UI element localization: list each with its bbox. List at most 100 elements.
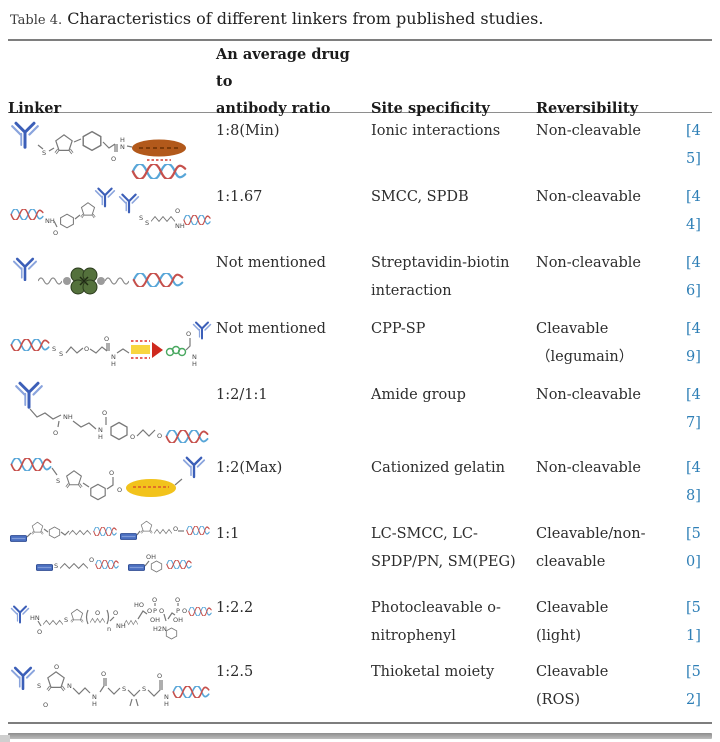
cationized-gelatin-linker-diagram: S O O	[10, 456, 206, 501]
scrollbar-corner	[0, 735, 10, 742]
column-header-linker: Linker	[8, 100, 62, 117]
dar-value: 1:1	[216, 526, 240, 542]
dar-value: Not mentioned	[216, 255, 326, 271]
svg-text:HN: HN	[30, 614, 40, 622]
dar-value: Not mentioned	[216, 321, 326, 337]
svg-text:NH: NH	[175, 222, 185, 230]
svg-text:O: O	[159, 607, 164, 615]
svg-text:S: S	[42, 149, 46, 157]
svg-text:N: N	[192, 353, 197, 361]
protein-ellipse	[132, 139, 186, 157]
linker-structure-row7: O S O OH	[8, 516, 216, 590]
reference-link[interactable]: [4 7]	[686, 387, 701, 431]
amide-group-linker-diagram: NH O NH O O O	[14, 381, 209, 443]
svg-text:N: N	[92, 693, 97, 701]
column-header-reversibility: Reversibility	[536, 100, 639, 117]
svg-text:N: N	[111, 353, 116, 361]
svg-text:H: H	[120, 136, 125, 144]
svg-text:S: S	[139, 214, 143, 222]
reversibility-value: Non-cleavable	[536, 387, 641, 403]
reference-link[interactable]: [5 2]	[686, 664, 701, 708]
svg-text:N: N	[67, 682, 72, 690]
svg-text:N: N	[98, 426, 103, 434]
svg-text:OH: OH	[146, 553, 156, 561]
svg-text:O: O	[175, 596, 180, 604]
svg-text:O: O	[109, 469, 114, 477]
reference-link[interactable]: [4 9]	[686, 321, 701, 365]
table-number: Table 4.	[10, 13, 63, 28]
reference-link[interactable]: [4 5]	[686, 123, 701, 167]
svg-text:H: H	[164, 700, 169, 708]
reference-link[interactable]: [4 8]	[686, 460, 701, 504]
arrowhead	[152, 342, 163, 358]
dar-value: 1:2(Max)	[216, 460, 283, 476]
site-specificity-value: SMCC, SPDB	[371, 189, 469, 205]
table-header-row: Linker An average drug to antibody ratio…	[8, 41, 712, 117]
svg-text:O: O	[157, 672, 162, 680]
horizontal-scrollbar[interactable]	[8, 733, 712, 739]
svg-text:O: O	[147, 607, 152, 615]
svg-text:P: P	[176, 607, 180, 615]
photocleavable-nitrophenyl-diagram: HN O S O n O NH HO O P	[10, 596, 212, 640]
svg-text:S: S	[37, 682, 41, 690]
reference-link[interactable]: [5 0]	[686, 526, 701, 570]
antibody-maleimide-protein-dna-diagram: S O H N	[10, 121, 187, 179]
table-row: NH O S S O NH 1:1.67 SMCC, SPDB	[8, 179, 712, 245]
reference-link[interactable]: [4 4]	[686, 189, 701, 233]
streptavidin-biotin-diagram	[12, 257, 184, 295]
site-specificity-value: Amide group	[371, 387, 466, 403]
reversibility-value: Non-cleavable	[536, 460, 641, 476]
svg-text:NH: NH	[116, 622, 126, 630]
reference-link[interactable]: [5 1]	[686, 600, 701, 644]
site-specificity-value: Thioketal moiety	[371, 664, 495, 680]
svg-text:O: O	[152, 596, 157, 604]
reversibility-value: Cleavable (light)	[536, 600, 609, 644]
site-specificity-value: Cationized gelatin	[371, 460, 505, 476]
linker-structure-row1: S O H N	[8, 113, 216, 179]
table-row: S O H N 1:8(Min) Ioni	[8, 113, 712, 179]
dar-value: 1:1.67	[216, 189, 263, 205]
site-specificity-value: Streptavidin-biotin interaction	[371, 255, 510, 299]
dar-value: 1:2.5	[216, 664, 254, 680]
svg-text:N: N	[164, 693, 169, 701]
svg-text:S: S	[145, 219, 149, 227]
svg-text:O: O	[37, 628, 42, 636]
svg-text:O: O	[53, 429, 58, 437]
reversibility-value: Cleavable (ROS)	[536, 664, 609, 708]
site-specificity-value: CPP-SP	[371, 321, 426, 337]
svg-text:N: N	[120, 143, 125, 151]
table-title-text: Characteristics of different linkers fro…	[67, 9, 544, 28]
svg-text:O: O	[182, 607, 187, 615]
linker-structure-row6: S O O	[8, 450, 216, 516]
svg-text:S: S	[56, 477, 60, 485]
column-header-dar: An average drug to antibody ratio	[216, 41, 371, 122]
svg-text:O: O	[130, 433, 135, 441]
svg-text:O: O	[113, 609, 118, 617]
reference-link[interactable]: [4 6]	[686, 255, 701, 299]
svg-text:O: O	[104, 335, 109, 343]
svg-text:S: S	[122, 685, 126, 693]
svg-text:O: O	[95, 609, 100, 617]
svg-text:O: O	[101, 670, 106, 678]
svg-text:O: O	[54, 663, 59, 671]
table-top-rule	[8, 39, 712, 41]
column-header-dar-line1: An average drug to	[216, 46, 350, 90]
lc-smcc-variants-diagram: O S O OH	[10, 520, 210, 573]
gelatin-ellipse	[126, 479, 176, 497]
reversibility-value: Non-cleavable	[536, 189, 641, 205]
table-row: HN O S O n O NH HO O P	[8, 590, 712, 654]
svg-text:S: S	[64, 616, 68, 624]
table-bottom-rule	[8, 722, 712, 724]
svg-text:S: S	[54, 562, 58, 570]
svg-text:O: O	[173, 525, 178, 533]
dar-value: 1:2/1:1	[216, 387, 268, 403]
svg-text:S: S	[52, 345, 56, 353]
svg-text:OH: OH	[173, 616, 183, 624]
svg-text:OH: OH	[150, 616, 160, 624]
svg-text:NH: NH	[63, 413, 73, 421]
svg-text:O: O	[175, 207, 180, 215]
site-specificity-value: Photocleavable o-nitrophenyl	[371, 600, 501, 644]
